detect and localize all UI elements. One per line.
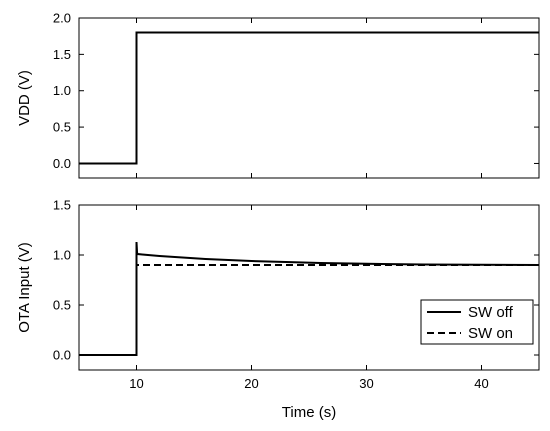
bottom-panel-ota-input: 0.0 0.5 1.0 1.5 10 20 30 40 OTA Input (V) Time (s… [16,198,540,421]
x-tick-label: 40 [474,376,488,391]
legend: SW off SW on [420,299,534,345]
x-tick-label: 10 [129,376,143,391]
y-axis-title: VDD (V) [16,70,33,126]
y-tick-label: 0.0 [53,156,71,171]
y-tick-label: 1.0 [53,83,71,98]
series-line-dashed [79,264,539,356]
plot-frame [78,17,540,179]
y-tick-label: 1.5 [53,47,71,62]
y-tick-label: 1.0 [53,248,71,263]
y-tick-label: 0.5 [53,298,71,313]
legend-label: SW off [468,304,514,321]
x-tick-label: 20 [244,376,258,391]
x-tick-label: 30 [359,376,373,391]
y-tick-label: 2.0 [53,11,71,26]
legend-box [420,299,534,345]
series-line-solid [79,31,539,165]
plot-frame [78,204,540,371]
y-tick-label: 0.0 [53,348,71,363]
y-tick-label: 1.5 [53,198,71,213]
top-panel-vdd: 0.0 0.5 1.0 1.5 2.0 VDD (V) [16,11,540,179]
legend-label: SW on [468,325,513,342]
x-axis-title: Time (s) [282,404,336,421]
y-axis-title: OTA Input (V) [16,242,33,333]
y-tick-label: 0.5 [53,120,71,135]
